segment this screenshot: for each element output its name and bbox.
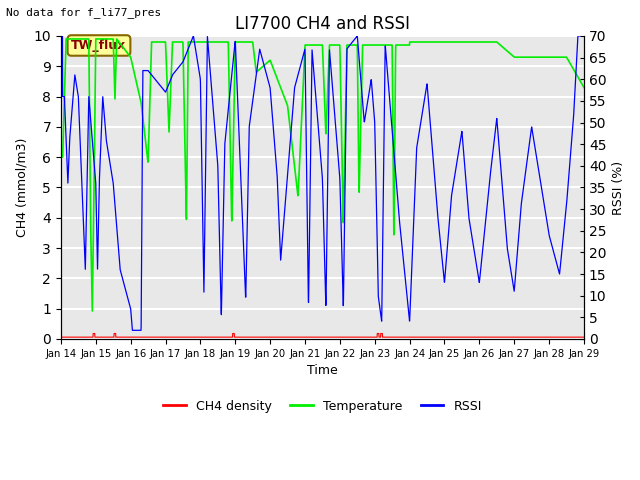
Text: No data for f_li77_pres: No data for f_li77_pres	[6, 7, 162, 18]
Text: TW_flux: TW_flux	[72, 39, 127, 52]
X-axis label: Time: Time	[307, 364, 338, 377]
Y-axis label: RSSI (%): RSSI (%)	[612, 160, 625, 215]
Y-axis label: CH4 (mmol/m3): CH4 (mmol/m3)	[15, 138, 28, 237]
Title: LI7700 CH4 and RSSI: LI7700 CH4 and RSSI	[235, 15, 410, 33]
Legend: CH4 density, Temperature, RSSI: CH4 density, Temperature, RSSI	[158, 395, 487, 418]
